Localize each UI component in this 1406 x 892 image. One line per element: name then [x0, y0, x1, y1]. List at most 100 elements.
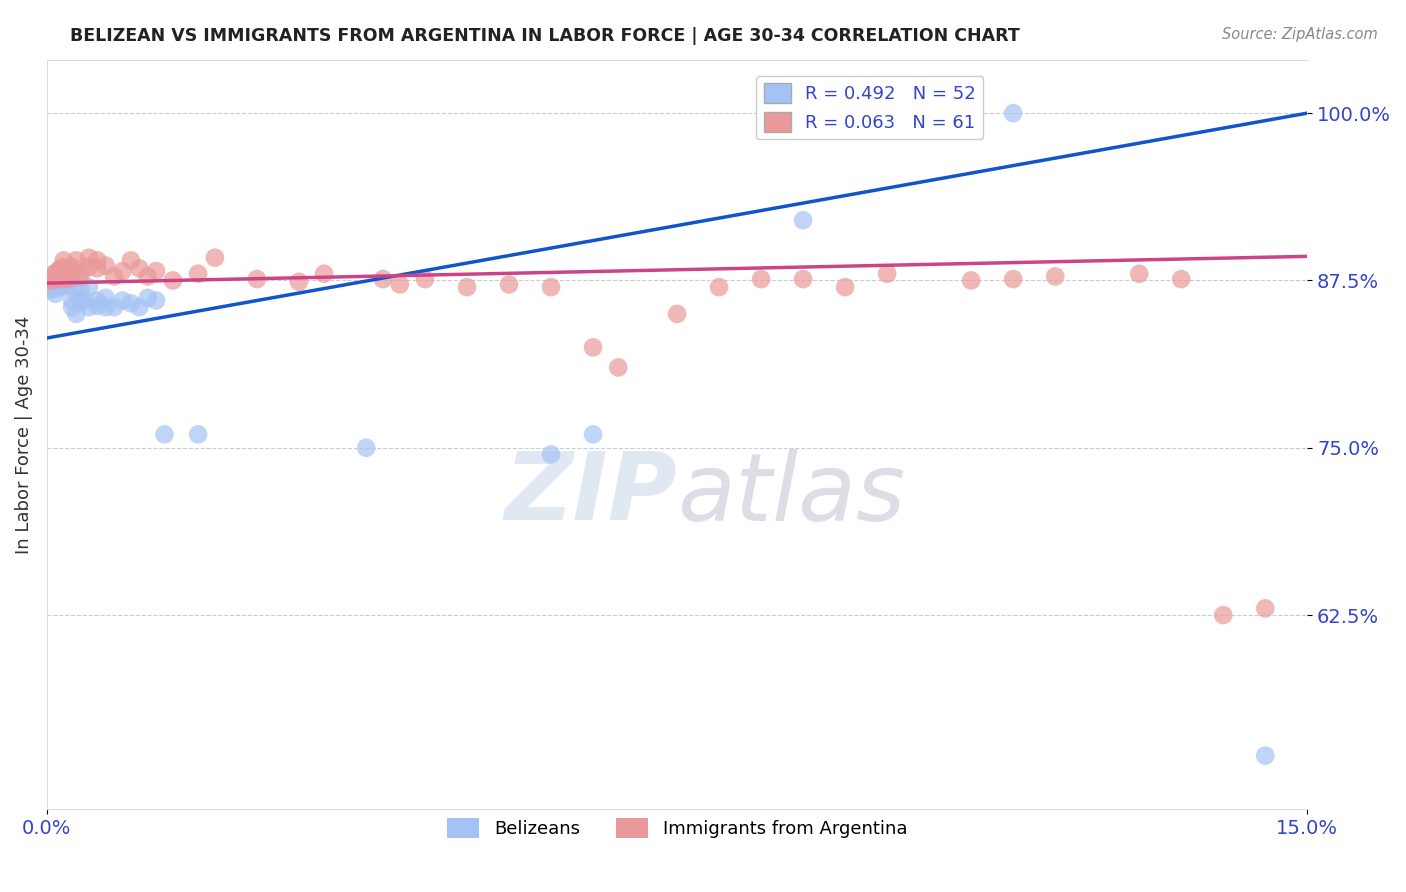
- Point: [1128, 267, 1150, 281]
- Point: [371, 272, 394, 286]
- Point: [69, 293, 91, 308]
- Point: [1170, 272, 1192, 286]
- Point: [77, 280, 100, 294]
- Point: [103, 269, 125, 284]
- Point: [44, 273, 66, 287]
- Point: [876, 267, 898, 281]
- Point: [136, 291, 159, 305]
- Point: [582, 427, 605, 442]
- Point: [52, 260, 75, 274]
- Point: [960, 273, 983, 287]
- Point: [187, 267, 209, 281]
- Point: [498, 277, 520, 292]
- Point: [94, 259, 117, 273]
- Point: [60, 267, 83, 281]
- Point: [120, 296, 142, 310]
- Point: [42, 278, 65, 293]
- Point: [86, 253, 108, 268]
- Point: [582, 340, 605, 354]
- Point: [1002, 106, 1025, 120]
- Point: [136, 269, 159, 284]
- Point: [52, 278, 75, 293]
- Point: [48, 273, 70, 287]
- Legend: Belizeans, Immigrants from Argentina: Belizeans, Immigrants from Argentina: [440, 811, 914, 845]
- Point: [49, 261, 72, 276]
- Point: [86, 299, 108, 313]
- Point: [48, 267, 70, 281]
- Point: [77, 300, 100, 314]
- Point: [42, 273, 65, 287]
- Point: [46, 276, 69, 290]
- Point: [51, 277, 73, 292]
- Point: [540, 447, 562, 461]
- Point: [42, 273, 65, 287]
- Point: [48, 270, 70, 285]
- Point: [41, 283, 63, 297]
- Point: [792, 213, 814, 227]
- Point: [42, 267, 65, 281]
- Point: [1254, 601, 1277, 615]
- Point: [111, 293, 134, 308]
- Point: [42, 269, 65, 284]
- Point: [46, 264, 69, 278]
- Point: [44, 267, 66, 281]
- Point: [48, 280, 70, 294]
- Point: [666, 307, 689, 321]
- Point: [153, 427, 176, 442]
- Point: [48, 277, 70, 292]
- Point: [51, 272, 73, 286]
- Point: [65, 307, 87, 321]
- Point: [51, 272, 73, 286]
- Point: [56, 272, 79, 286]
- Point: [69, 269, 91, 284]
- Point: [94, 300, 117, 314]
- Point: [60, 300, 83, 314]
- Text: ZIP: ZIP: [505, 449, 678, 541]
- Point: [94, 291, 117, 305]
- Text: BELIZEAN VS IMMIGRANTS FROM ARGENTINA IN LABOR FORCE | AGE 30-34 CORRELATION CHA: BELIZEAN VS IMMIGRANTS FROM ARGENTINA IN…: [70, 27, 1019, 45]
- Point: [314, 267, 336, 281]
- Point: [145, 264, 167, 278]
- Point: [749, 272, 772, 286]
- Point: [145, 293, 167, 308]
- Point: [69, 264, 91, 278]
- Point: [77, 260, 100, 274]
- Point: [39, 270, 62, 285]
- Point: [56, 268, 79, 282]
- Point: [162, 273, 184, 287]
- Point: [65, 253, 87, 268]
- Point: [39, 273, 62, 287]
- Point: [41, 272, 63, 286]
- Point: [1043, 269, 1066, 284]
- Point: [44, 270, 66, 285]
- Point: [46, 272, 69, 286]
- Point: [540, 280, 562, 294]
- Point: [53, 267, 76, 281]
- Point: [1212, 608, 1234, 623]
- Point: [39, 273, 62, 287]
- Point: [86, 261, 108, 276]
- Point: [707, 280, 730, 294]
- Point: [103, 300, 125, 314]
- Point: [413, 272, 436, 286]
- Point: [456, 280, 478, 294]
- Point: [246, 272, 269, 286]
- Point: [52, 273, 75, 287]
- Point: [1002, 272, 1025, 286]
- Point: [69, 283, 91, 297]
- Point: [77, 251, 100, 265]
- Point: [44, 286, 66, 301]
- Point: [44, 277, 66, 292]
- Point: [128, 300, 150, 314]
- Point: [49, 273, 72, 287]
- Text: Source: ZipAtlas.com: Source: ZipAtlas.com: [1222, 27, 1378, 42]
- Point: [60, 264, 83, 278]
- Point: [44, 280, 66, 294]
- Point: [288, 275, 311, 289]
- Point: [86, 293, 108, 308]
- Point: [56, 277, 79, 292]
- Point: [60, 260, 83, 274]
- Point: [792, 272, 814, 286]
- Point: [120, 253, 142, 268]
- Point: [52, 253, 75, 268]
